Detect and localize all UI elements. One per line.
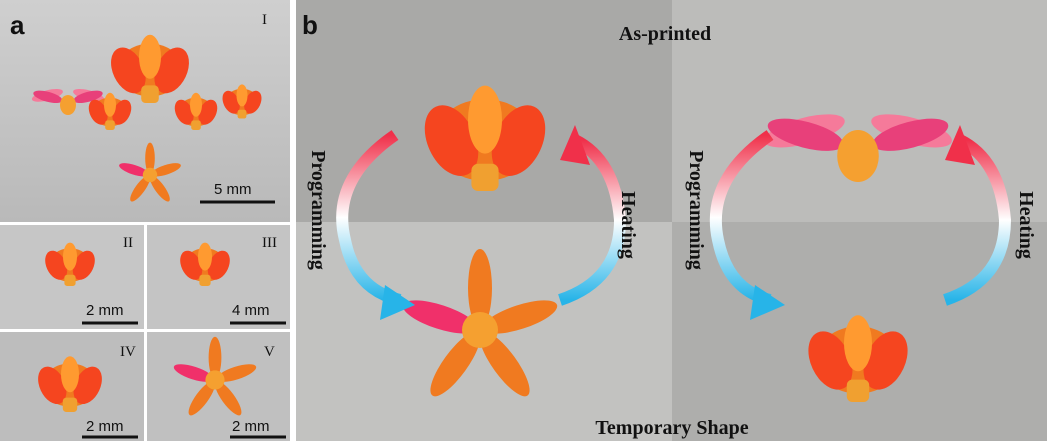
arrows: [336, 125, 1012, 320]
roman-label: II: [123, 235, 133, 251]
roman-label: IV: [120, 344, 136, 360]
roman-label: V: [264, 344, 275, 360]
roman-label: III: [262, 235, 277, 251]
side-label: Programming: [307, 150, 329, 270]
scale-label: 2 mm: [232, 418, 270, 435]
scale-label: 5 mm: [214, 181, 252, 198]
side-label: Programming: [685, 150, 707, 270]
scale-label: 4 mm: [232, 302, 270, 319]
photo-b-tr: [672, 0, 1047, 222]
roman-label: I: [262, 12, 267, 28]
side-label: Heating: [1015, 191, 1037, 259]
scale-label: 2 mm: [86, 302, 124, 319]
side-label: Heating: [617, 191, 639, 259]
caption: Temporary Shape: [595, 417, 748, 439]
panel-label: a: [10, 10, 25, 40]
scale-label: 2 mm: [86, 418, 124, 435]
title: As-printed: [619, 23, 711, 45]
panel-label: b: [302, 10, 318, 40]
